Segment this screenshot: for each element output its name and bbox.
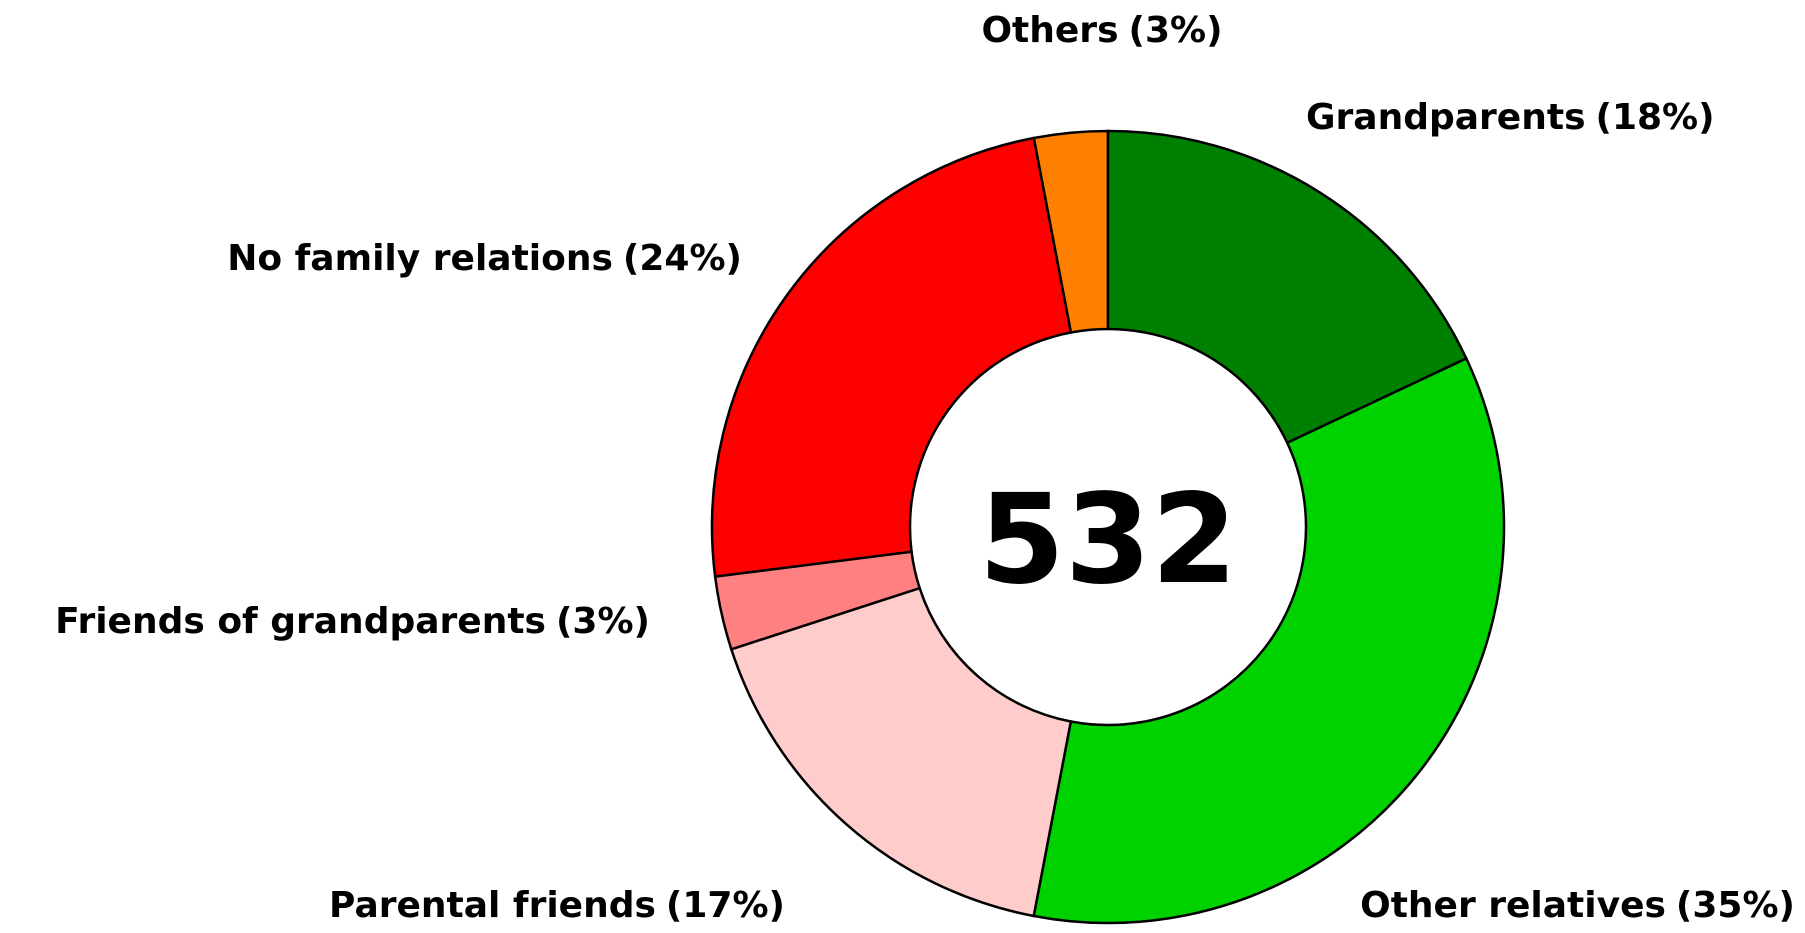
donut-segment <box>710 136 1073 579</box>
segment-label: Others (3%) <box>981 10 1222 51</box>
donut-segment <box>1032 356 1506 925</box>
segment-label: Friends of grandparents (3%) <box>55 601 650 642</box>
donut-segment <box>729 586 1073 918</box>
category-name: Friends of grandparents <box>55 601 546 642</box>
category-name: Other relatives <box>1360 885 1666 926</box>
segment-label: No family relations (24%) <box>227 238 742 279</box>
category-name: No family relations <box>227 238 613 279</box>
segment-label: Other relatives (35%) <box>1360 885 1795 926</box>
percent-label: (35%) <box>1676 885 1795 926</box>
center-label: 532 <box>979 468 1238 612</box>
donut-segment <box>1106 129 1468 445</box>
category-name: Grandparents <box>1306 97 1586 138</box>
percent-label: (18%) <box>1596 97 1715 138</box>
category-name: Others <box>981 10 1118 51</box>
category-name: Parental friends <box>329 885 656 926</box>
donut-segment <box>713 550 922 651</box>
percent-label: (3%) <box>556 601 650 642</box>
segment-label: Grandparents (18%) <box>1306 97 1715 138</box>
percent-label: (17%) <box>666 885 785 926</box>
percent-label: (3%) <box>1129 10 1223 51</box>
segment-label: Parental friends (17%) <box>329 885 785 926</box>
percent-label: (24%) <box>623 238 742 279</box>
